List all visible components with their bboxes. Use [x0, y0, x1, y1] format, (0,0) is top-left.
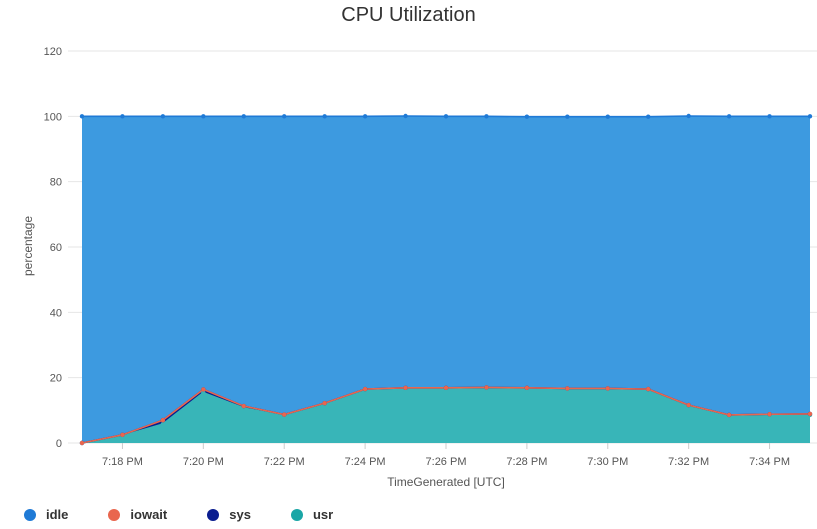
data-point-idle[interactable]	[443, 114, 449, 119]
x-tick-label: 7:22 PM	[264, 456, 305, 468]
legend-usr-label: usr	[312, 507, 334, 522]
data-point-iowait[interactable]	[160, 417, 166, 423]
data-point-iowait[interactable]	[120, 432, 125, 438]
x-tick-label: 7:32 PM	[668, 456, 709, 468]
data-point-iowait[interactable]	[484, 385, 489, 390]
data-point-idle[interactable]	[726, 114, 732, 119]
x-tick-label: 7:30 PM	[587, 456, 628, 468]
data-point-idle[interactable]	[686, 113, 691, 119]
legend-item-sys[interactable]: sys	[207, 507, 251, 522]
y-tick-label: 0	[56, 438, 62, 450]
data-point-idle[interactable]	[241, 114, 246, 119]
x-tick-label: 7:24 PM	[345, 456, 386, 468]
data-point-iowait[interactable]	[322, 400, 327, 406]
data-point-iowait[interactable]	[565, 386, 570, 391]
data-point-idle[interactable]	[160, 114, 166, 119]
data-point-usr[interactable]	[201, 390, 206, 395]
y-tick-label: 20	[50, 373, 62, 385]
y-tick-label: 100	[44, 111, 62, 123]
data-point-iowait[interactable]	[767, 412, 772, 417]
legend-item-idle[interactable]: idle	[24, 507, 68, 522]
legend-sys-marker	[207, 508, 220, 521]
data-point-iowait[interactable]	[686, 402, 691, 408]
legend-iowait-marker	[108, 508, 121, 521]
data-point-iowait[interactable]	[201, 387, 206, 392]
data-point-iowait[interactable]	[646, 386, 651, 392]
data-point-idle[interactable]	[79, 114, 85, 119]
data-point-idle[interactable]	[646, 114, 651, 119]
data-point-iowait[interactable]	[403, 385, 408, 390]
chart-title: CPU Utilization	[341, 4, 476, 26]
legend-idle-marker	[24, 508, 36, 521]
legend-item-iowait[interactable]: iowait	[108, 507, 167, 522]
y-tick-label: 40	[50, 307, 62, 319]
data-point-idle[interactable]	[403, 113, 408, 119]
data-point-iowait[interactable]	[807, 411, 813, 417]
data-point-idle[interactable]	[605, 114, 610, 119]
data-point-idle[interactable]	[807, 114, 813, 119]
data-point-iowait[interactable]	[605, 386, 610, 391]
y-axis-title: percentage	[21, 216, 35, 276]
data-point-idle[interactable]	[120, 114, 125, 119]
data-point-usr[interactable]	[160, 421, 166, 427]
data-point-iowait[interactable]	[443, 385, 449, 390]
data-point-iowait[interactable]	[79, 440, 85, 446]
data-point-idle[interactable]	[322, 114, 327, 119]
legend: idle iowait sys usr	[24, 507, 373, 522]
data-point-iowait[interactable]	[726, 412, 732, 418]
data-point-iowait[interactable]	[362, 386, 368, 392]
data-point-idle[interactable]	[484, 114, 489, 119]
data-point-iowait[interactable]	[282, 412, 287, 417]
series-area-usr[interactable]	[82, 388, 810, 443]
data-point-idle[interactable]	[524, 114, 530, 119]
legend-sys-label: sys	[229, 507, 251, 522]
legend-iowait-label: iowait	[130, 507, 168, 522]
y-tick-label: 80	[50, 177, 62, 189]
series-area-idle[interactable]	[82, 116, 810, 443]
legend-usr-marker	[290, 508, 303, 521]
chart-plot: 0 20 40 60 80 100 120 7:18 PM 7:20 PM 7:22 PM 7:2…	[21, 46, 817, 489]
data-point-idle[interactable]	[362, 114, 368, 119]
x-tick-label: 7:34 PM	[749, 456, 790, 468]
x-tick-label: 7:20 PM	[183, 456, 224, 468]
data-point-idle[interactable]	[767, 114, 772, 119]
x-tick-label: 7:28 PM	[506, 456, 547, 468]
y-tick-label: 60	[50, 242, 62, 254]
y-tick-label: 120	[44, 46, 62, 58]
data-point-iowait[interactable]	[241, 403, 246, 409]
data-point-idle[interactable]	[201, 114, 206, 119]
legend-item-usr[interactable]: usr	[290, 507, 334, 522]
data-point-iowait[interactable]	[524, 385, 530, 390]
data-point-idle[interactable]	[565, 114, 570, 119]
legend-idle-label: idle	[46, 507, 69, 522]
x-tick-label: 7:26 PM	[426, 456, 467, 468]
data-point-idle[interactable]	[282, 114, 287, 119]
x-axis-title: TimeGenerated [UTC]	[387, 475, 505, 489]
x-tick-label: 7:18 PM	[102, 456, 143, 468]
